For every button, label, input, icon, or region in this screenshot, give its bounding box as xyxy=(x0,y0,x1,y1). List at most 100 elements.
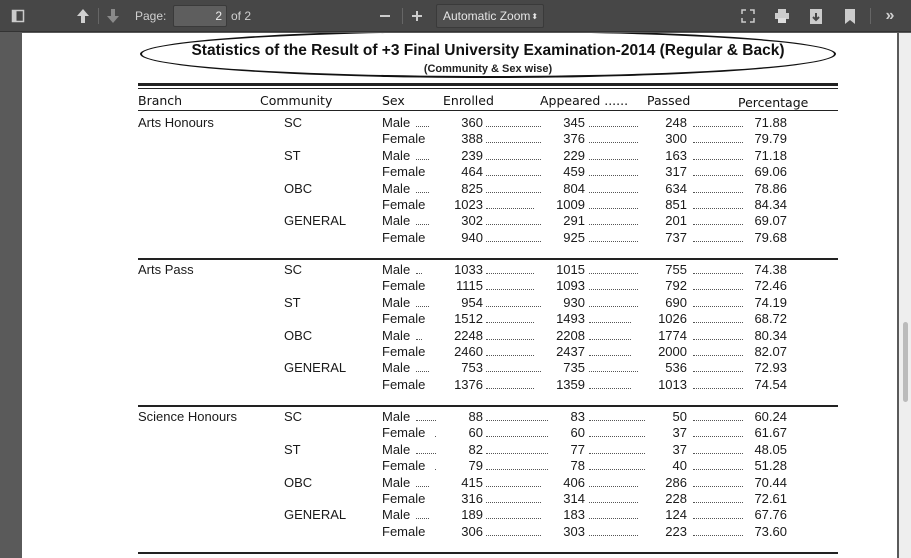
branch-label: Arts Pass xyxy=(138,262,194,277)
percentage-value: 60.24 xyxy=(754,409,787,424)
enrolled-value: 1376 xyxy=(454,376,483,392)
toolbar-divider xyxy=(402,8,403,24)
dot-leader xyxy=(589,115,638,127)
zoom-select[interactable]: Automatic Zoom ⬍ xyxy=(436,4,544,28)
dot-leader xyxy=(486,278,534,291)
dot-leader xyxy=(416,442,436,454)
chevron-updown-icon: ⬍ xyxy=(531,11,539,21)
dot-leader xyxy=(486,507,541,520)
bookmark-icon[interactable] xyxy=(840,6,860,26)
passed-value: 2000 xyxy=(658,344,687,359)
sidebar-toggle-icon[interactable] xyxy=(8,6,28,26)
dot-leader xyxy=(486,295,541,307)
dot-leader xyxy=(486,360,541,373)
community-label: ST xyxy=(284,147,301,163)
percentage-value: 82.07 xyxy=(754,344,787,359)
zoom-in-icon[interactable] xyxy=(408,6,426,26)
enrolled-value: 825 xyxy=(461,180,483,196)
sex-label: Female xyxy=(382,376,426,392)
dot-leader xyxy=(416,115,429,127)
dot-leader xyxy=(486,164,541,177)
dot-leader xyxy=(589,131,638,144)
passed-value: 37 xyxy=(672,425,687,441)
page-number-input[interactable] xyxy=(173,5,227,27)
appeared-value: 291 xyxy=(563,213,585,229)
passed-value: 50 xyxy=(672,409,687,424)
percentage-value: 84.34 xyxy=(754,197,787,212)
dot-leader xyxy=(589,475,638,487)
enrolled-value: 360 xyxy=(461,115,483,130)
community-label: SC xyxy=(284,409,303,424)
sex-label: Male xyxy=(382,180,411,196)
percentage-value: 70.44 xyxy=(754,474,787,490)
dot-leader xyxy=(486,425,548,438)
appeared-value: 376 xyxy=(563,131,585,147)
dot-leader xyxy=(416,328,422,340)
dot-leader xyxy=(589,328,631,340)
enrolled-value: 753 xyxy=(461,360,483,376)
passed-value: 690 xyxy=(665,294,687,310)
toolbar-divider xyxy=(98,8,99,24)
enrolled-value: 1512 xyxy=(454,311,483,327)
community-label: ST xyxy=(284,441,301,457)
dot-leader xyxy=(693,295,743,307)
enrolled-value: 464 xyxy=(461,164,483,180)
presentation-mode-icon[interactable] xyxy=(738,6,758,26)
section-divider xyxy=(138,258,838,260)
download-icon[interactable] xyxy=(806,6,826,26)
dot-leader xyxy=(486,491,541,503)
passed-value: 223 xyxy=(665,523,687,539)
enrolled-value: 2460 xyxy=(454,344,483,359)
pdf-page: Statistics of the Result of +3 Final Uni… xyxy=(22,33,897,558)
sex-label: Female xyxy=(382,131,426,147)
appeared-value: 60 xyxy=(570,425,585,441)
scrollbar-thumb[interactable] xyxy=(903,322,908,402)
dot-leader xyxy=(589,442,645,454)
appeared-value: 345 xyxy=(563,115,585,130)
sex-label: Male xyxy=(382,360,411,376)
zoom-out-icon[interactable] xyxy=(376,6,394,26)
dot-leader xyxy=(693,328,743,340)
dot-leader xyxy=(589,148,638,160)
dot-leader xyxy=(589,230,638,242)
divider xyxy=(138,83,838,86)
dot-leader xyxy=(693,115,743,127)
percentage-value: 71.18 xyxy=(754,147,787,163)
appeared-value: 735 xyxy=(563,360,585,376)
dot-leader xyxy=(693,148,743,160)
appeared-value: 930 xyxy=(563,294,585,310)
branch-label: Arts Honours xyxy=(138,115,214,130)
dot-leader xyxy=(589,360,638,373)
dot-leader xyxy=(486,409,548,421)
next-page-icon[interactable] xyxy=(104,6,122,26)
document-subtitle: (Community & Sex wise) xyxy=(423,63,553,75)
dot-leader xyxy=(693,230,743,242)
dot-leader xyxy=(486,524,541,536)
passed-value: 792 xyxy=(665,278,687,294)
enrolled-value: 940 xyxy=(461,229,483,245)
dot-leader xyxy=(435,458,436,471)
percentage-value: 72.93 xyxy=(754,360,787,376)
percentage-value: 48.05 xyxy=(754,441,787,457)
passed-value: 1774 xyxy=(658,327,687,343)
dot-leader xyxy=(693,524,743,536)
appeared-value: 77 xyxy=(570,441,585,457)
dot-leader xyxy=(486,311,534,324)
percentage-value: 74.19 xyxy=(754,294,787,310)
passed-value: 163 xyxy=(665,147,687,163)
percentage-value: 79.68 xyxy=(754,229,787,245)
appeared-value: 83 xyxy=(570,409,585,424)
percentage-value: 71.88 xyxy=(754,115,787,130)
community-label: ST xyxy=(284,294,301,310)
dot-leader xyxy=(486,458,548,471)
dot-leader xyxy=(693,311,743,324)
vertical-scrollbar[interactable] xyxy=(899,33,911,558)
sex-label: Female xyxy=(382,458,426,474)
sex-label: Female xyxy=(382,278,426,294)
percentage-value: 69.06 xyxy=(754,164,787,180)
tools-menu-icon[interactable]: » xyxy=(885,7,895,24)
sex-label: Male xyxy=(382,294,411,310)
print-icon[interactable] xyxy=(772,6,792,26)
previous-page-icon[interactable] xyxy=(74,6,92,26)
sex-label: Male xyxy=(382,115,411,130)
